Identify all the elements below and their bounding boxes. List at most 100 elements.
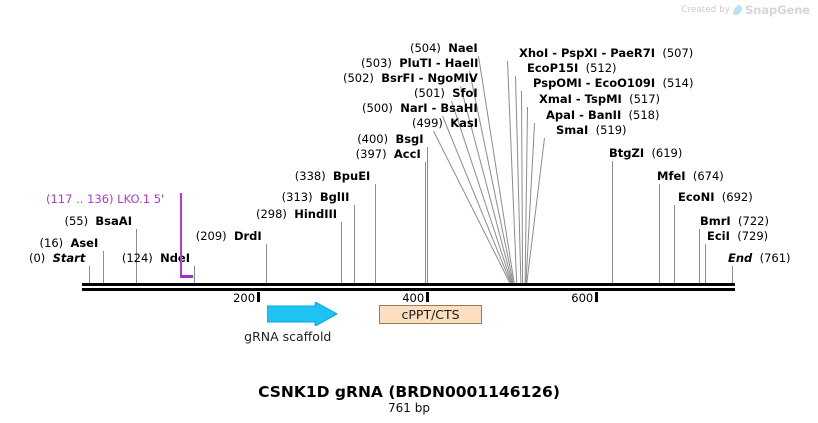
site-label-xmai-tspmi[interactable]: XmaI - TspMI (517)	[539, 93, 660, 106]
leader-hindiii	[341, 222, 342, 283]
feature-cppt-cts-label: cPPT/CTS	[401, 307, 460, 322]
site-position: (313)	[281, 190, 313, 204]
site-position: (519)	[595, 123, 627, 137]
site-name: BsgI	[395, 132, 424, 146]
site-name: BpuEI	[333, 169, 371, 183]
ruler-label-600: 600	[571, 291, 594, 305]
site-label-pspomi-ecoo109i[interactable]: PspOMI - EcoO109I (514)	[533, 77, 693, 90]
site-label-sfoi[interactable]: (501) SfoI	[414, 87, 478, 100]
feature-cppt-cts-box[interactable]: cPPT/CTS	[379, 305, 483, 324]
ruler-tick-400	[426, 292, 430, 302]
site-position: (55)	[64, 214, 89, 228]
site-name: AseI	[70, 236, 99, 250]
leader-pspomi-ecoo109i	[521, 90, 524, 283]
leader-drdi	[266, 244, 267, 283]
site-position: (761)	[759, 251, 791, 265]
site-name: EcoP15I	[527, 61, 579, 75]
site-position: (692)	[721, 190, 753, 204]
site-position: (504)	[410, 41, 441, 55]
site-label-pluti-haeii[interactable]: (503) PluTI - HaeII	[361, 57, 478, 70]
site-label-bpuei[interactable]: (338) BpuEI	[295, 170, 371, 183]
leader-mfei	[659, 184, 660, 283]
site-label-econi[interactable]: EcoNI (692)	[678, 191, 753, 204]
leader-ecii	[705, 244, 706, 283]
site-position: (501)	[414, 86, 445, 100]
site-label-ecii[interactable]: EciI (729)	[707, 230, 768, 243]
site-name: SfoI	[452, 86, 478, 100]
site-label-asei[interactable]: (16) AseI	[40, 237, 99, 250]
site-name: SmaI	[556, 123, 589, 137]
leader-bglii	[354, 205, 355, 283]
sequence-backbone-top	[82, 283, 735, 286]
site-position: (338)	[294, 169, 326, 183]
site-position: (674)	[692, 169, 724, 183]
site-position: (400)	[357, 132, 389, 146]
site-label-naei[interactable]: (504) NaeI	[410, 42, 478, 55]
site-label-bsgi[interactable]: (400) BsgI	[357, 133, 423, 146]
site-name: ApaI - BanII	[546, 108, 622, 122]
site-name: PspOMI - EcoO109I	[533, 76, 656, 90]
leader-start	[89, 266, 90, 283]
site-label-drdi[interactable]: (209) DrdI	[196, 230, 262, 243]
site-position: (517)	[629, 92, 661, 106]
site-name: PluTI - HaeII	[399, 56, 479, 70]
site-position: (298)	[255, 207, 287, 221]
site-position: (507)	[662, 46, 694, 60]
site-position: (729)	[737, 229, 769, 243]
leader-ndei	[194, 266, 195, 283]
site-label-smai[interactable]: SmaI (519)	[556, 124, 627, 137]
site-label-bmri[interactable]: BmrI (722)	[700, 215, 769, 228]
site-label-bsaai[interactable]: (55) BsaAI	[65, 215, 132, 228]
site-name: AccI	[393, 147, 421, 161]
site-name: DrdI	[233, 229, 262, 243]
leader-btgzi	[612, 161, 613, 283]
site-label-hindiii[interactable]: (298) HindIII	[256, 208, 337, 221]
site-label-apai-banii[interactable]: ApaI - BanII (518)	[546, 109, 659, 122]
ruler-tick-600	[595, 292, 599, 302]
site-label-start[interactable]: (0) Start	[29, 252, 85, 265]
site-name: BmrI	[700, 214, 731, 228]
leader-bpuei	[375, 184, 376, 283]
site-label-bglii[interactable]: (313) BglII	[282, 191, 350, 204]
site-label-end[interactable]: End (761)	[728, 252, 791, 265]
site-name: KasI	[450, 116, 479, 130]
site-position: (512)	[585, 61, 617, 75]
site-label-mfei[interactable]: MfeI (674)	[657, 170, 724, 183]
site-position: (0)	[29, 251, 46, 265]
site-label-btgzi[interactable]: BtgZI (619)	[609, 147, 682, 160]
site-name: BtgZI	[609, 146, 645, 160]
leader-bsgi	[427, 147, 428, 283]
site-label-nari-bsahi[interactable]: (500) NarI - BsaHI	[362, 102, 478, 115]
leader-bsaai	[136, 229, 137, 283]
site-name: EciI	[707, 229, 730, 243]
site-label-ecop15i[interactable]: EcoP15I (512)	[527, 62, 617, 75]
site-name: BglII	[319, 190, 350, 204]
site-position: (518)	[628, 108, 660, 122]
lko1-5-leader	[180, 193, 182, 278]
site-label-kasi[interactable]: (499) KasI	[412, 117, 478, 130]
snapgene-watermark: Created by SnapGene	[681, 3, 810, 17]
site-name: XhoI - PspXI - PaeR7I	[519, 46, 656, 60]
site-name: End	[728, 251, 753, 265]
lko1-5-range: (117 .. 136)	[46, 192, 114, 206]
site-name: BsaAI	[95, 214, 132, 228]
site-label-bsrfi-ngomiv[interactable]: (502) BsrFI - NgoMIV	[343, 72, 478, 85]
site-position: (209)	[195, 229, 227, 243]
site-name: XmaI - TspMI	[539, 92, 622, 106]
feature-grna-scaffold-arrow[interactable]	[266, 301, 338, 327]
leader-kasi	[433, 130, 511, 284]
site-position: (619)	[651, 146, 683, 160]
ruler-tick-200	[257, 292, 261, 302]
site-label-ndei[interactable]: (124) NdeI	[122, 252, 190, 265]
lko1-5-feature-bar	[180, 275, 193, 278]
site-position: (503)	[361, 56, 392, 70]
site-name: HindIII	[294, 207, 338, 221]
site-name: BsrFI - NgoMIV	[381, 71, 478, 85]
watermark-created-by-label: Created by	[681, 5, 731, 15]
site-position: (16)	[39, 236, 64, 250]
site-label-acci[interactable]: (397) AccI	[356, 148, 421, 161]
leader-end	[732, 266, 733, 283]
site-label-xhoi-pspxi-paer7i[interactable]: XhoI - PspXI - PaeR7I (507)	[519, 47, 693, 60]
site-position: (500)	[362, 101, 393, 115]
